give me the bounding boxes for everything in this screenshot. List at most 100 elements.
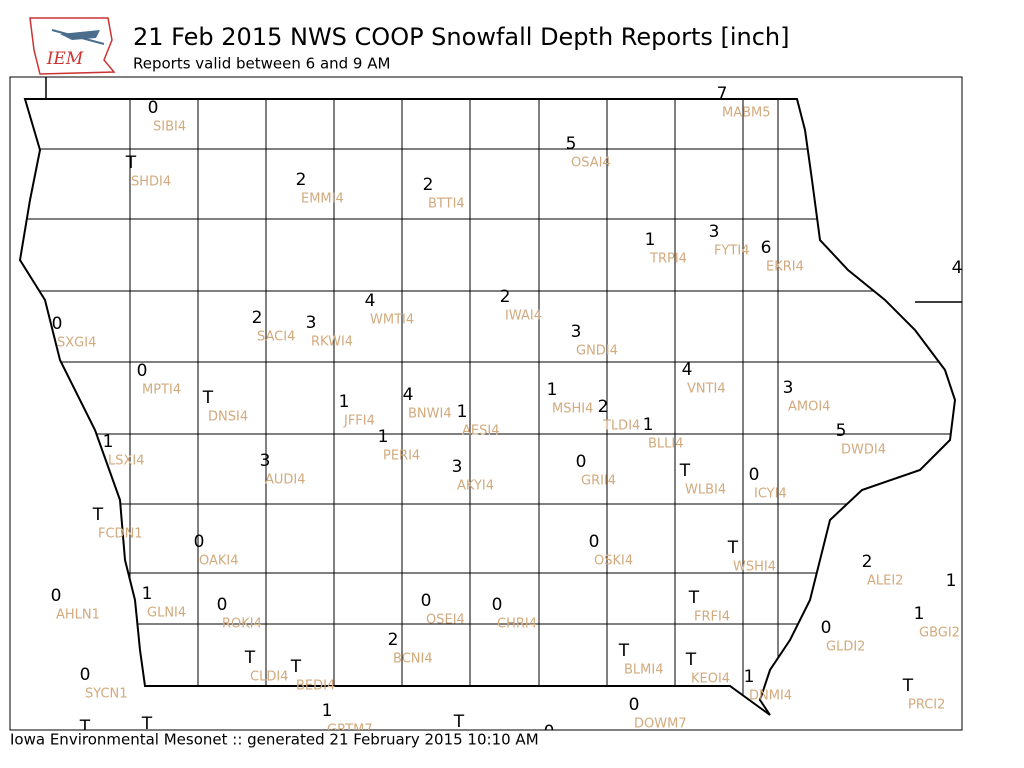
- station-id: OSAI4: [571, 156, 611, 171]
- station-value: 0: [137, 361, 148, 381]
- station-value: 0: [576, 452, 587, 472]
- station-value: 0: [52, 314, 63, 334]
- logo: IEM: [29, 17, 116, 75]
- station-value: 2: [423, 175, 434, 195]
- station-value: 0: [217, 595, 228, 615]
- station-id: BTTI4: [428, 197, 465, 212]
- station-value: 2: [296, 170, 307, 190]
- station-id: AHLN1: [56, 608, 100, 623]
- station-id: PERI4: [383, 449, 420, 464]
- station-id: MPTI4: [142, 383, 181, 398]
- station-value: 1: [946, 571, 957, 591]
- station-value: T: [125, 153, 137, 173]
- station-value: 1: [457, 402, 468, 422]
- station-value: 5: [836, 421, 847, 441]
- station-id: GLDI2: [826, 640, 865, 655]
- station-value: 0: [544, 722, 555, 742]
- station-value: 1: [103, 432, 114, 452]
- station-value: 0: [629, 695, 640, 715]
- station-value: T: [453, 712, 465, 732]
- station-id: EKRI4: [766, 260, 804, 275]
- station-id: DWDI4: [841, 443, 886, 458]
- station-value: 3: [571, 322, 582, 342]
- station-value: 1: [645, 230, 656, 250]
- station-id: SYCN1: [85, 687, 128, 702]
- station-value: T: [618, 641, 630, 661]
- map: 0 SIBI4 T SHDI4 2 EMMI4 2 BTTI4 5 OSAI4 7 MABM5 1 TRP…: [0, 0, 963, 742]
- station-value: 2: [500, 287, 511, 307]
- station-value: 1: [744, 667, 755, 687]
- station-value: T: [141, 714, 153, 734]
- station-value: 3: [709, 222, 720, 242]
- station-id: GRII4: [581, 474, 616, 489]
- station-id: GRTM7: [327, 723, 373, 738]
- station-id: EMMI4: [301, 192, 344, 207]
- station-value: 4: [952, 258, 963, 278]
- station-value: 3: [306, 313, 317, 333]
- station-value: T: [92, 505, 104, 525]
- station-id: CLDI4: [250, 670, 288, 685]
- station-id: KEOI4: [691, 672, 730, 687]
- station-value: 1: [547, 380, 558, 400]
- station-id: LSXI4: [108, 454, 145, 469]
- station-value: T: [290, 657, 302, 677]
- station-id: IWAI4: [505, 309, 542, 324]
- station-id: OSKI4: [594, 554, 633, 569]
- station-id: ROKI4: [222, 617, 262, 632]
- station-value: 4: [403, 385, 414, 405]
- station-value: 4: [365, 291, 376, 311]
- station-value: T: [727, 538, 739, 558]
- station-id: GLNI4: [147, 606, 186, 621]
- station-id: MSHI4: [552, 402, 593, 417]
- station-value: 2: [862, 552, 873, 572]
- station-id: PRCI2: [908, 698, 945, 713]
- county-lines: [20, 99, 955, 715]
- station-id: TRPI4: [649, 252, 687, 267]
- station-value: T: [244, 648, 256, 668]
- station-value: 0: [148, 98, 159, 118]
- station-id: BEDI4: [296, 679, 335, 694]
- map-frame: [9, 76, 963, 731]
- station-id: WMTI4: [370, 313, 414, 328]
- station-value: T: [685, 650, 697, 670]
- station-value: 3: [783, 378, 794, 398]
- station-id: SHDI4: [131, 175, 171, 190]
- station-value: T: [679, 461, 691, 481]
- station-id: DNSI4: [208, 410, 248, 425]
- station-value: 0: [421, 591, 432, 611]
- station-value: T: [79, 717, 91, 737]
- station-id: FRFI4: [694, 610, 730, 625]
- station-value: 1: [914, 604, 925, 624]
- station-value: T: [902, 676, 914, 696]
- station-value: 1: [643, 415, 654, 435]
- station-value: 0: [821, 618, 832, 638]
- station-id: BCNI4: [393, 652, 433, 667]
- station-id: WLBI4: [685, 483, 726, 498]
- station-id: BLLI4: [648, 437, 684, 452]
- station-id: WSHI4: [733, 560, 776, 575]
- station-id: ICYI4: [754, 487, 787, 502]
- station-id: SACI4: [257, 330, 295, 345]
- station-value: 0: [492, 595, 503, 615]
- station-value: T: [202, 388, 214, 408]
- station-id: RKWI4: [311, 335, 353, 350]
- station-id: GNDI4: [576, 344, 618, 359]
- station-value: 2: [252, 308, 263, 328]
- station-value: 1: [142, 584, 153, 604]
- station-id: JFFI4: [343, 414, 375, 429]
- station-id: AESI4: [462, 424, 499, 439]
- station-id: AUDI4: [265, 473, 306, 488]
- station-id: ALEI2: [867, 574, 903, 589]
- station-id: SIBI4: [153, 120, 186, 135]
- station-id: BNWI4: [408, 407, 452, 422]
- station-value: 3: [260, 451, 271, 471]
- station-value: 0: [80, 665, 91, 685]
- station-id: FCDN1: [98, 527, 143, 542]
- station-id: GBGI2: [919, 626, 960, 641]
- station-id: DNMI4: [749, 689, 792, 704]
- station-id: FYTI4: [714, 244, 749, 259]
- station-value: 1: [339, 392, 350, 412]
- station-id: DOWM7: [634, 717, 687, 732]
